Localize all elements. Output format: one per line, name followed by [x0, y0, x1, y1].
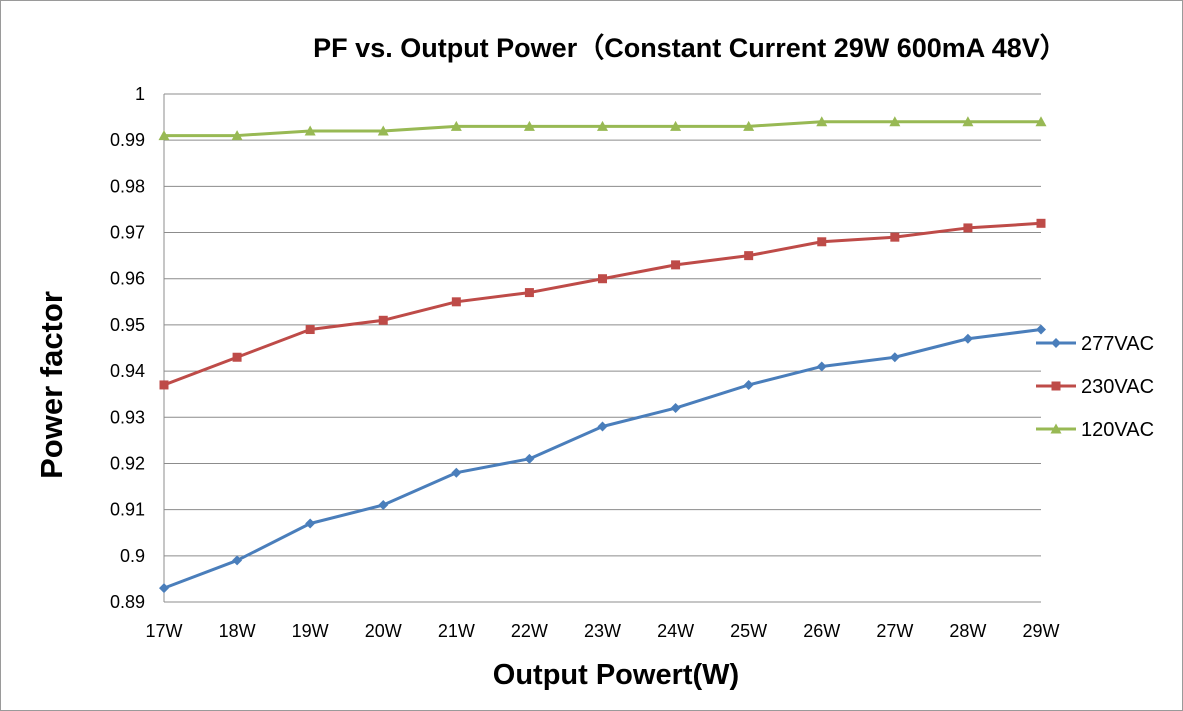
data-point-277vac	[1036, 324, 1046, 335]
data-point-230vac	[890, 232, 900, 242]
legend-label-120vac: 120VAC	[1081, 419, 1154, 441]
data-point-230vac	[963, 223, 973, 233]
legend-label-277vac: 277VAC	[1081, 333, 1154, 355]
legend-label-230vac: 230VAC	[1081, 376, 1154, 398]
data-point-120vac	[670, 120, 682, 131]
x-tick-label: 17W	[145, 621, 182, 641]
x-tick-label: 23W	[584, 621, 621, 641]
x-tick-labels: 17W 18W 19W 20W 21W 22W 23W 24W 25W 26W 27W 28W 29W	[145, 621, 1059, 641]
y-tick-label: 0.89	[110, 592, 145, 612]
x-tick-label: 22W	[511, 621, 548, 641]
x-tick-label: 27W	[876, 621, 913, 641]
data-point-230vac	[232, 352, 242, 362]
data-point-277vac	[305, 518, 316, 529]
y-tick-labels: 0.89 0.9 0.91 0.92 0.93 0.94 0.95 0.96 0.97 0.98 0…	[110, 84, 145, 612]
axes	[163, 94, 1041, 603]
x-tick-label: 26W	[803, 621, 840, 641]
y-tick-label: 0.92	[110, 453, 145, 473]
y-tick-label: 0.98	[110, 176, 145, 196]
data-point-120vac	[743, 120, 755, 131]
x-tick-label: 19W	[292, 621, 329, 641]
data-point-230vac	[524, 288, 534, 298]
x-tick-label: 28W	[949, 621, 986, 641]
data-point-230vac	[1036, 218, 1046, 228]
data-point-277vac	[451, 467, 462, 478]
legend: 277VAC 230VAC 120VAC	[1036, 333, 1154, 441]
data-point-277vac	[889, 352, 900, 363]
series-line-230vac	[163, 221, 1042, 387]
series-group	[158, 116, 1047, 594]
data-point-120vac	[523, 120, 535, 131]
y-tick-label: 0.9	[120, 546, 145, 566]
data-point-277vac	[962, 333, 973, 344]
data-point-120vac	[1035, 116, 1047, 127]
data-point-120vac	[231, 130, 243, 141]
data-point-120vac	[304, 125, 316, 136]
data-point-230vac	[817, 237, 827, 247]
data-point-277vac	[524, 453, 535, 464]
x-tick-label: 24W	[657, 621, 694, 641]
legend-marker-230vac	[1051, 381, 1061, 391]
chart-title: PF vs. Output Power（Constant Current 29W…	[313, 33, 1067, 63]
data-point-120vac	[889, 116, 901, 127]
data-point-230vac	[598, 274, 607, 284]
y-tick-label: 0.99	[110, 130, 145, 150]
x-axis-title: Output Powert(W)	[493, 659, 739, 691]
data-point-120vac	[450, 120, 462, 131]
data-point-230vac	[305, 325, 315, 335]
grid-lines	[164, 93, 1041, 557]
data-point-277vac	[232, 555, 243, 566]
data-point-277vac	[743, 379, 754, 390]
data-point-277vac	[597, 421, 608, 432]
data-point-230vac	[378, 315, 388, 325]
data-point-230vac	[744, 251, 754, 261]
data-point-277vac	[159, 583, 169, 594]
data-point-120vac	[816, 116, 828, 127]
data-point-120vac	[962, 116, 974, 127]
x-tick-label: 21W	[438, 621, 475, 641]
y-tick-label: 0.95	[110, 315, 145, 335]
data-point-277vac	[378, 500, 389, 511]
data-point-230vac	[451, 297, 461, 307]
data-point-277vac	[816, 361, 827, 372]
x-tick-label: 20W	[365, 621, 402, 641]
data-point-230vac	[159, 380, 169, 390]
legend-marker-120vac	[1050, 423, 1062, 434]
data-point-120vac	[158, 130, 170, 141]
data-point-230vac	[671, 260, 681, 270]
y-tick-label: 0.97	[110, 223, 145, 243]
x-tick-label: 29W	[1022, 621, 1059, 641]
series-line-277vac	[163, 328, 1042, 590]
x-tick-label: 25W	[730, 621, 767, 641]
data-point-120vac	[377, 125, 389, 136]
y-tick-label: 0.94	[110, 361, 145, 381]
x-tick-label: 18W	[219, 621, 256, 641]
data-point-120vac	[597, 120, 608, 131]
y-axis-title: Power factor	[34, 291, 69, 479]
legend-marker-277vac	[1051, 338, 1061, 348]
data-point-277vac	[670, 403, 681, 414]
y-tick-label: 0.93	[110, 407, 145, 427]
y-tick-label: 0.91	[110, 500, 145, 520]
y-tick-label: 1	[135, 84, 145, 104]
y-tick-label: 0.96	[110, 269, 145, 289]
